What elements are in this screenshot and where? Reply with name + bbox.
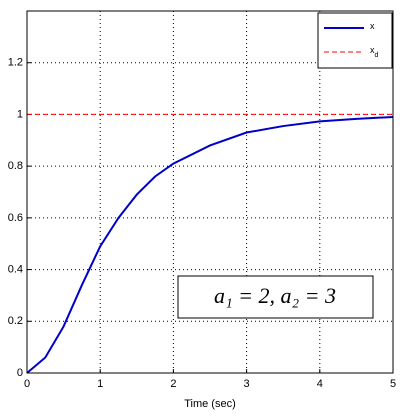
x-tick-label: 4	[317, 378, 323, 390]
x-axis-label: Time (sec)	[184, 398, 236, 410]
data-line	[26, 116, 394, 374]
annotation-box	[177, 275, 374, 319]
annotation: a₁ = 2, a₂ = 3	[214, 283, 336, 308]
y-tick-label: 1	[17, 108, 23, 120]
legend-subscript: d	[375, 52, 379, 59]
x-tick-label: 1	[97, 378, 103, 390]
y-tick-label: 1.2	[8, 57, 23, 69]
x-tick-label: 3	[244, 378, 250, 390]
legend-name: x	[370, 21, 375, 31]
y-tick-label: 0.8	[8, 160, 23, 172]
y-tick-label: 0.2	[8, 315, 23, 327]
x-tick-label: 0	[24, 378, 30, 390]
y-tick-label: 0.4	[8, 263, 23, 275]
legend-label: x	[370, 21, 375, 31]
x-tick-label: 5	[390, 378, 396, 390]
legend-label: xd	[370, 45, 379, 58]
axes-box	[26, 10, 394, 374]
x-tick-label: 2	[170, 378, 176, 390]
legend-name: x	[370, 45, 375, 55]
legend-box	[317, 12, 393, 69]
y-tick-label: 0	[17, 367, 23, 379]
y-tick-label: 0.6	[8, 212, 23, 224]
